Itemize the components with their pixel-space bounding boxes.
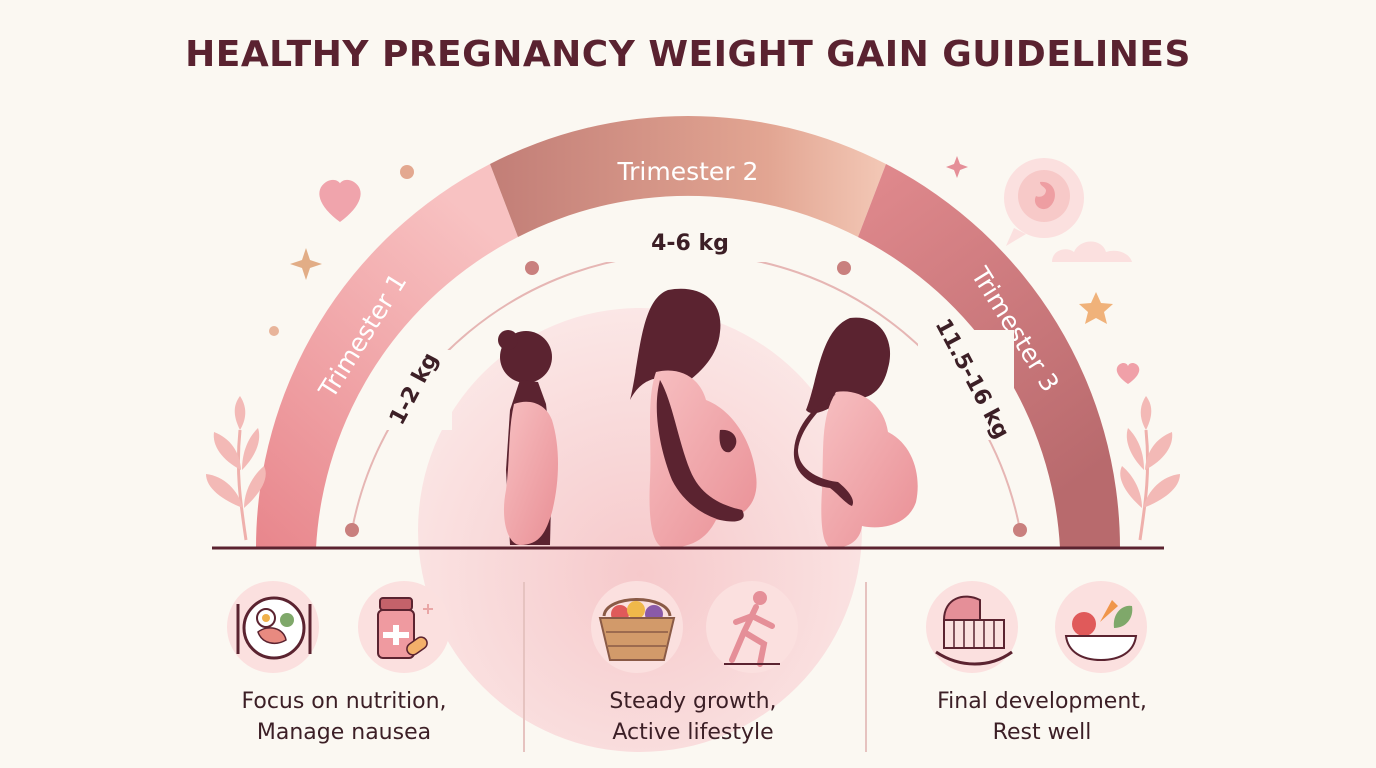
silhouette-trimester-2	[630, 288, 757, 548]
track-dot	[837, 261, 851, 275]
star-decoration-icon	[1079, 292, 1113, 324]
caption-line: Steady growth,	[609, 689, 777, 714]
trimester-2-gain: 4-6 kg	[651, 231, 729, 256]
track-dot	[1013, 523, 1027, 537]
caption-line: Focus on nutrition,	[241, 689, 447, 714]
caption-line: Rest well	[992, 720, 1092, 745]
running-woman-icon	[706, 581, 798, 673]
caption-line: Manage nausea	[256, 720, 432, 745]
heart-decoration-icon	[319, 179, 361, 222]
sparkle-decoration-icon	[290, 248, 322, 280]
heart-decoration-icon	[1116, 362, 1140, 384]
caption-trimester-2: Steady growth, Active lifestyle	[533, 686, 853, 748]
track-dot	[345, 523, 359, 537]
fruit-basket-icon	[591, 581, 683, 673]
baby-cradle-icon	[926, 581, 1018, 673]
dot-decoration	[400, 165, 414, 179]
dot-decoration	[269, 326, 279, 336]
caption-trimester-1: Focus on nutrition, Manage nausea	[184, 686, 504, 748]
track-dot	[525, 261, 539, 275]
arc-segment-trimester-1	[255, 164, 518, 548]
silhouette-trimester-3	[793, 317, 918, 548]
cloud-decoration-icon	[1052, 241, 1132, 262]
trimester-2-label: Trimester 2	[617, 157, 759, 186]
silhouette-trimester-1	[498, 330, 558, 545]
healthy-plate-icon	[227, 581, 319, 673]
arc-segment-trimester-3	[858, 164, 1120, 548]
caption-trimester-3: Final development, Rest well	[882, 686, 1202, 748]
caption-line: Final development,	[937, 689, 1147, 714]
arc-segment-trimester-2	[490, 115, 886, 237]
leaf-decoration-right-icon	[1120, 396, 1180, 541]
leaf-decoration-left-icon	[206, 396, 266, 541]
vegetable-bowl-icon	[1055, 581, 1147, 673]
fetus-bubble-icon	[1004, 158, 1084, 246]
caption-line: Active lifestyle	[612, 720, 774, 745]
supplement-bottle-icon	[358, 581, 450, 673]
page-title: HEALTHY PREGNANCY WEIGHT GAIN GUIDELINES	[185, 34, 1191, 75]
sparkle-decoration-icon	[946, 156, 968, 178]
